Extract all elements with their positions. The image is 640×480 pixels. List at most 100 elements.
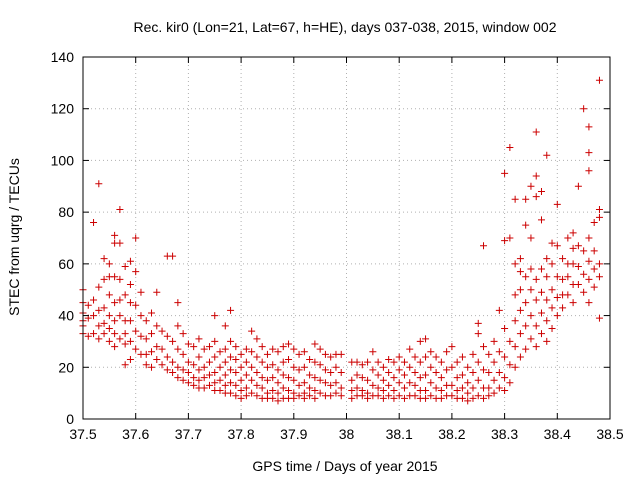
data-point <box>190 374 198 382</box>
data-point <box>490 358 498 366</box>
data-point <box>580 270 588 278</box>
data-point <box>290 376 298 384</box>
data-point <box>527 312 535 320</box>
data-point <box>274 397 282 405</box>
data-point <box>522 322 530 330</box>
data-point <box>248 348 256 356</box>
data-point <box>111 231 119 239</box>
data-point <box>537 309 545 317</box>
data-point <box>232 356 240 364</box>
data-point <box>437 394 445 402</box>
data-point <box>126 257 134 265</box>
data-point <box>274 366 282 374</box>
data-point <box>590 265 598 273</box>
data-point <box>227 337 235 345</box>
data-point <box>485 368 493 376</box>
data-point <box>585 149 593 157</box>
data-point <box>111 273 119 281</box>
data-point <box>295 366 303 374</box>
data-point <box>227 389 235 397</box>
data-point <box>116 296 124 304</box>
data-point <box>385 381 393 389</box>
data-point <box>469 384 477 392</box>
data-point <box>300 379 308 387</box>
data-point <box>311 387 319 395</box>
data-point <box>537 288 545 296</box>
data-point <box>406 379 414 387</box>
data-point <box>237 387 245 395</box>
data-point <box>216 376 224 384</box>
data-point <box>537 187 545 195</box>
data-point <box>174 299 182 307</box>
data-point <box>142 350 150 358</box>
data-point <box>585 275 593 283</box>
data-point <box>574 242 582 250</box>
data-point <box>285 340 293 348</box>
data-point <box>184 358 192 366</box>
data-point <box>137 288 145 296</box>
data-point <box>90 312 98 320</box>
data-point <box>453 387 461 395</box>
data-point <box>232 392 240 400</box>
data-point <box>306 384 314 392</box>
data-point <box>263 350 271 358</box>
data-point <box>205 381 213 389</box>
data-point <box>564 291 572 299</box>
data-point <box>253 368 261 376</box>
data-point <box>174 374 182 382</box>
data-point <box>559 275 567 283</box>
data-point <box>532 343 540 351</box>
data-point <box>242 358 250 366</box>
data-point <box>527 335 535 343</box>
data-point <box>379 363 387 371</box>
data-point <box>480 366 488 374</box>
data-point <box>132 268 140 276</box>
data-point <box>369 381 377 389</box>
data-point <box>580 247 588 255</box>
data-point <box>111 317 119 325</box>
data-point <box>532 322 540 330</box>
data-point <box>179 350 187 358</box>
data-point <box>153 288 161 296</box>
data-point <box>205 343 213 351</box>
data-point <box>537 265 545 273</box>
data-point <box>480 343 488 351</box>
data-point <box>148 309 156 317</box>
y-tick-label: 100 <box>51 152 75 168</box>
data-point <box>227 306 235 314</box>
data-point <box>142 317 150 325</box>
data-point <box>221 358 229 366</box>
y-tick-label: 140 <box>51 49 75 65</box>
y-tick-labels: 0 20 40 60 80 100 120 140 <box>51 49 75 427</box>
data-point <box>469 368 477 376</box>
x-axis-label: GPS time / Days of year 2015 <box>252 458 437 474</box>
data-point <box>406 363 414 371</box>
x-tick-label: 38.2 <box>438 426 465 442</box>
data-point <box>237 394 245 402</box>
data-point <box>258 384 266 392</box>
data-point <box>522 345 530 353</box>
data-point <box>121 330 129 338</box>
data-point <box>190 343 198 351</box>
data-point <box>111 299 119 307</box>
data-point <box>327 392 335 400</box>
data-point <box>158 327 166 335</box>
data-point <box>316 345 324 353</box>
data-point <box>427 348 435 356</box>
data-point <box>585 234 593 242</box>
data-point <box>311 358 319 366</box>
data-point <box>200 363 208 371</box>
data-point <box>232 368 240 376</box>
data-point <box>543 296 551 304</box>
data-point <box>537 330 545 338</box>
data-point <box>95 283 103 291</box>
data-point <box>585 123 593 131</box>
data-point <box>395 379 403 387</box>
data-point <box>258 374 266 382</box>
data-point <box>422 371 430 379</box>
data-point <box>100 304 108 312</box>
data-point <box>179 330 187 338</box>
data-point <box>279 384 287 392</box>
data-point <box>290 394 298 402</box>
data-point <box>116 206 124 214</box>
